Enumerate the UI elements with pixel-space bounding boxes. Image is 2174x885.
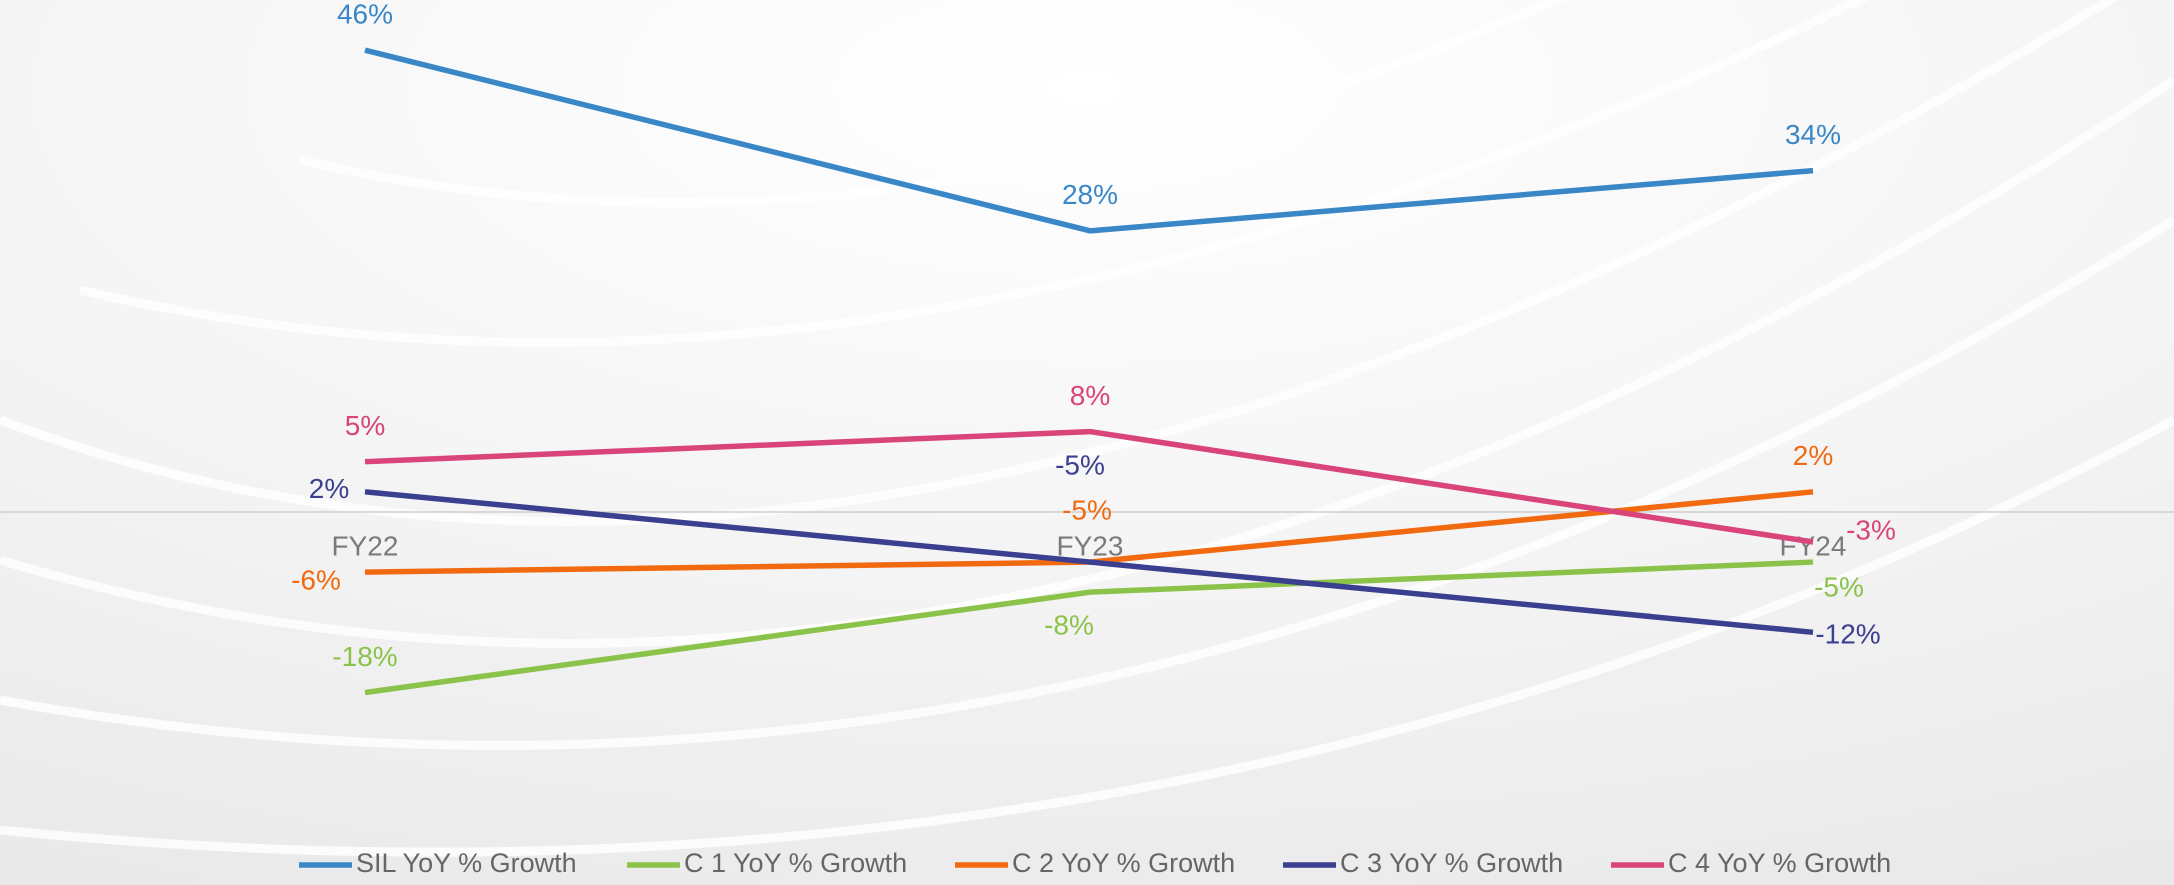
legend-label: SIL YoY % Growth: [356, 848, 577, 878]
x-tick-label: FY24: [1780, 530, 1847, 561]
data-label: -5%: [1814, 571, 1864, 602]
data-label: 46%: [337, 0, 393, 30]
plot-area: FY22 FY23 FY24 46% 28% 34% -18% -8% -5% -6% -5% 2% 2…: [291, 0, 1896, 696]
legend: SIL YoY % Growth C 1 YoY % Growth C 2 YoY …: [299, 848, 1891, 878]
series-line: [364, 428, 1814, 545]
legend-label: C 3 YoY % Growth: [1340, 848, 1563, 878]
legend-label: C 1 YoY % Growth: [684, 848, 907, 878]
data-label: 2%: [1793, 440, 1833, 471]
data-label: 5%: [345, 410, 385, 441]
data-label: -5%: [1062, 494, 1112, 525]
data-label: -8%: [1044, 610, 1094, 641]
data-label: -5%: [1055, 449, 1105, 480]
legend-label: C 4 YoY % Growth: [1668, 848, 1891, 878]
x-tick-label: FY22: [332, 530, 399, 561]
series-line: [364, 47, 1814, 234]
data-label: -12%: [1815, 619, 1880, 650]
data-label: -3%: [1846, 514, 1896, 545]
data-label: 28%: [1062, 179, 1118, 210]
x-tick-label: FY23: [1057, 530, 1124, 561]
data-label: 8%: [1070, 380, 1110, 411]
data-label: -6%: [291, 564, 341, 595]
data-label: 34%: [1785, 119, 1841, 150]
data-label: 2%: [309, 473, 349, 504]
legend-label: C 2 YoY % Growth: [1012, 848, 1235, 878]
series-line: [364, 489, 1814, 636]
background-arcs: [0, 0, 2174, 852]
data-label: -18%: [332, 641, 397, 672]
series-line: [364, 559, 1814, 696]
